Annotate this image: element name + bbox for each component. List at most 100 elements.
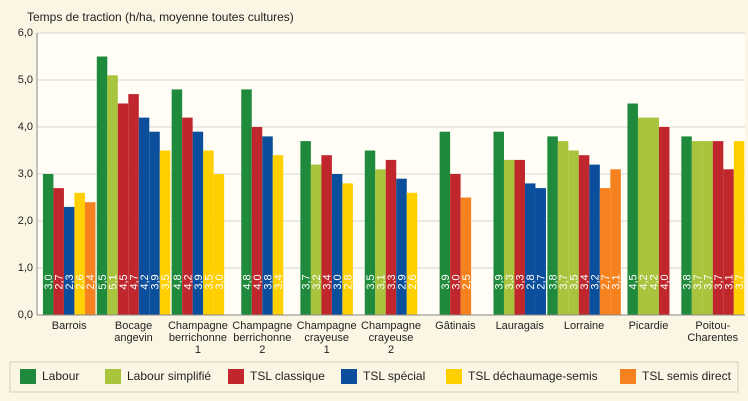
value-label: 3,7 (713, 274, 725, 289)
value-label: 5,5 (97, 274, 109, 289)
bar (84, 202, 96, 315)
y-tick-label: 4,0 (18, 121, 33, 133)
value-label: 3,4 (273, 274, 285, 289)
value-label: 3,8 (681, 274, 693, 289)
x-tick-label: Champagne berrichonne 1 (168, 320, 228, 356)
bar (547, 136, 558, 315)
bar (681, 136, 692, 315)
bar (589, 164, 600, 315)
value-label: 2,8 (525, 274, 537, 289)
bar (460, 197, 472, 315)
bar (503, 159, 515, 315)
bar (578, 155, 590, 315)
bar (182, 117, 193, 315)
value-label: 4,2 (182, 274, 194, 289)
bar (627, 103, 638, 315)
bar (691, 141, 703, 315)
bar (192, 131, 204, 315)
value-label: 3,3 (386, 274, 398, 289)
value-label: 3,7 (692, 274, 704, 289)
value-label: 3,7 (734, 274, 746, 289)
x-tick-label: Barrois (52, 320, 87, 332)
value-label: 2,6 (75, 274, 87, 289)
value-label: 3,7 (301, 274, 313, 289)
value-label: 2,7 (536, 274, 548, 289)
x-tick-label: Poitou-Charentes (687, 320, 738, 344)
bar (406, 192, 418, 315)
value-label: 3,8 (547, 274, 559, 289)
legend-swatch (228, 369, 244, 384)
value-label: 2,9 (396, 274, 408, 289)
legend-label: Labour simplifié (127, 369, 211, 383)
value-label: 3,0 (450, 274, 462, 289)
bar (396, 178, 407, 315)
value-label: 3,2 (589, 274, 601, 289)
legend-swatch (620, 369, 636, 384)
bar (364, 150, 376, 315)
legend-swatch (20, 369, 36, 384)
bar (117, 103, 129, 315)
value-label: 3,2 (311, 274, 323, 289)
bar (733, 141, 745, 315)
x-tick-label: Champagne crayeuse 2 (361, 320, 421, 356)
value-label: 4,0 (659, 274, 671, 289)
bar (514, 159, 525, 315)
y-tick-label: 1,0 (18, 262, 33, 274)
value-label: 3,7 (702, 274, 714, 289)
value-label: 4,5 (628, 274, 640, 289)
y-tick-label: 0,0 (18, 309, 33, 321)
bar (493, 131, 504, 315)
bar (128, 94, 139, 315)
value-label: 2,8 (343, 274, 355, 289)
value-label: 4,2 (638, 274, 650, 289)
bar (385, 159, 397, 315)
chart-title: Temps de traction (h/ha, moyenne toutes … (27, 10, 294, 24)
legend-swatch (341, 369, 357, 384)
bar (42, 174, 54, 315)
legend-box (9, 361, 739, 393)
bar (568, 150, 579, 315)
bar (702, 141, 713, 315)
x-tick-label: Champagne crayeuse 1 (297, 320, 357, 356)
value-label: 4,5 (118, 274, 130, 289)
x-tick-label: Champagne berrichonne 2 (232, 320, 292, 356)
bar (107, 75, 118, 315)
value-label: 4,8 (241, 274, 253, 289)
value-label: 4,7 (128, 274, 140, 289)
bar (310, 164, 322, 315)
y-tick-label: 3,0 (18, 168, 33, 180)
bar (300, 141, 311, 315)
value-label: 3,9 (494, 274, 506, 289)
bar (96, 56, 108, 315)
value-label: 3,0 (43, 274, 55, 289)
value-label: 3,3 (504, 274, 516, 289)
bar (524, 183, 536, 315)
value-label: 3,5 (203, 274, 215, 289)
value-label: 3,3 (515, 274, 527, 289)
bar (171, 89, 183, 316)
legend-label: TSL classique (250, 369, 325, 383)
bar (251, 127, 263, 315)
bar (74, 192, 85, 315)
value-label: 3,0 (332, 274, 344, 289)
value-label: 4,2 (649, 274, 661, 289)
bar (149, 131, 160, 315)
legend-label: TSL semis direct (642, 369, 732, 383)
bar (535, 188, 546, 315)
bar (63, 206, 75, 315)
value-label: 2,4 (85, 274, 97, 289)
bar (213, 174, 225, 315)
value-label: 3,9 (193, 274, 205, 289)
value-label: 2,7 (54, 274, 66, 289)
bar (439, 131, 451, 315)
bar (723, 169, 734, 315)
x-tick-label: Bocage angevin (114, 320, 153, 344)
bar (610, 169, 621, 315)
bar (53, 188, 64, 315)
value-label: 4,0 (252, 274, 264, 289)
bar (658, 127, 670, 315)
x-tick-label: Lorraine (564, 320, 604, 332)
bar (138, 117, 150, 315)
legend-label: TSL spécial (363, 369, 425, 383)
